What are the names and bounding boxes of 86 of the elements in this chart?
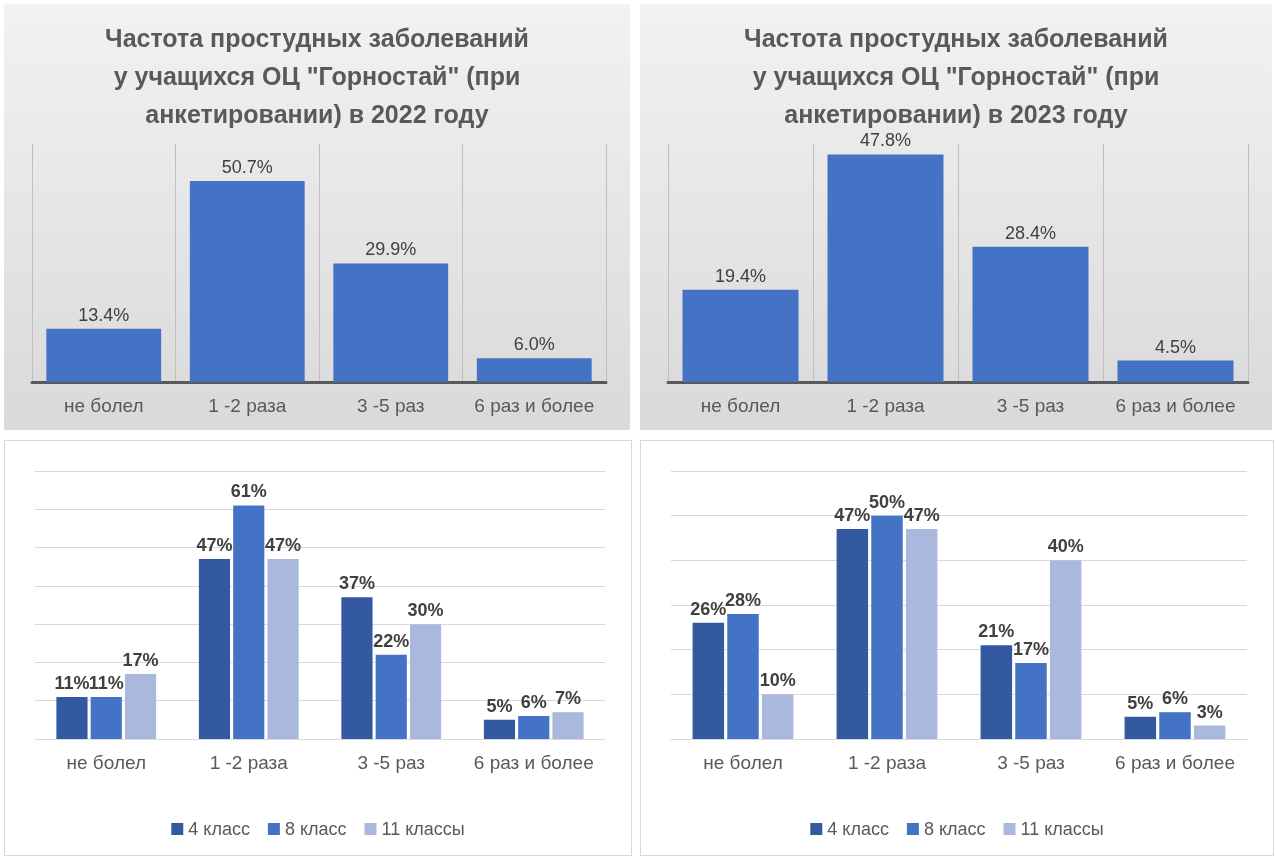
bar (409, 624, 442, 739)
x-tick-label: 3 -5 раз (997, 752, 1065, 773)
data-label: 6.0% (513, 334, 555, 355)
bar (518, 716, 550, 739)
x-tick-label: 1 -2 раза (847, 752, 927, 773)
x-tick-label: 3 -5 раз (996, 395, 1065, 416)
bar (267, 559, 299, 739)
x-tick-label: 6 раз и более (1115, 395, 1236, 416)
bar (233, 505, 265, 739)
data-label: 29.9% (365, 239, 417, 260)
data-label: 5% (486, 695, 513, 716)
data-label: 6% (1161, 688, 1189, 709)
bar (871, 515, 903, 739)
data-label: 47% (265, 535, 302, 556)
data-label: 19.4% (714, 265, 767, 286)
bar (1193, 725, 1226, 739)
bar (1117, 360, 1234, 382)
data-label: 11% (54, 672, 90, 693)
chart-title: Частота простудных заболеваний у учащихся ОЦ "Горностай" (при анкетировании) в 2023 году (744, 24, 1168, 128)
bar (1159, 712, 1191, 739)
bar (1015, 663, 1047, 739)
bar (972, 246, 1089, 382)
data-label: 30% (407, 600, 444, 621)
data-label: 5% (1127, 692, 1154, 713)
x-tick-label: 1 -2 раза (846, 395, 926, 416)
bar (46, 328, 162, 382)
legend-label: 8 класс (923, 819, 986, 839)
data-label: 4.5% (1154, 336, 1197, 357)
data-label: 22% (373, 630, 410, 651)
x-tick-label: 3 -5 раз (356, 395, 425, 416)
data-label: 17% (122, 649, 159, 670)
data-label: 50.7% (221, 156, 273, 177)
bar (189, 180, 305, 382)
bar (90, 696, 122, 739)
data-label: 13.4% (78, 304, 130, 325)
x-tick-label: не болел (700, 395, 781, 416)
bar (727, 613, 759, 739)
chart-title: Частота простудных заболеваний у учащихся ОЦ "Горностай" (при анкетировании) в 2022 году (105, 24, 529, 128)
bar (333, 263, 449, 382)
legend-label: 11 классы (1020, 819, 1104, 839)
bar (476, 358, 592, 382)
data-label: 61% (230, 481, 267, 502)
data-label: 11% (88, 672, 124, 693)
legend-label: 8 класс (284, 819, 347, 839)
data-label: 7% (555, 688, 582, 709)
bar (552, 712, 584, 739)
x-tick-label: 6 раз и более (473, 752, 594, 773)
x-tick-label: 6 раз и более (1115, 752, 1235, 773)
legend-label: 4 класс (188, 819, 250, 839)
legend-label: 11 классы (381, 819, 465, 839)
bar (827, 154, 944, 382)
x-tick-label: 6 раз и более (474, 395, 595, 416)
bar (1124, 716, 1157, 739)
x-tick-label: 1 -2 раза (208, 395, 287, 416)
data-label: 47% (834, 505, 871, 526)
bar (905, 529, 938, 739)
x-tick-label: 3 -5 раз (357, 752, 426, 773)
bar (56, 696, 88, 739)
data-label: 21% (978, 621, 1015, 642)
bar (124, 673, 157, 739)
data-label: 17% (1012, 639, 1050, 660)
bar (483, 719, 516, 739)
bar (836, 529, 869, 739)
bar (980, 645, 1013, 739)
data-label: 10% (759, 670, 796, 691)
bar (375, 654, 407, 739)
data-label: 40% (1047, 536, 1084, 557)
data-label: 28.4% (1004, 222, 1057, 243)
x-tick-label: не болел (703, 752, 783, 773)
bar (682, 289, 799, 382)
bar (341, 597, 373, 739)
data-label: 47% (196, 535, 233, 556)
bar (1049, 560, 1082, 739)
bar (692, 622, 725, 739)
data-label: 6% (520, 692, 547, 713)
x-tick-label: не болел (66, 752, 146, 773)
data-label: 3% (1196, 701, 1223, 722)
bar (198, 559, 231, 739)
x-tick-label: 1 -2 раза (209, 752, 289, 773)
x-tick-label: не болел (64, 395, 144, 416)
data-label: 47.8% (859, 130, 912, 151)
data-label: 37% (338, 573, 375, 594)
bar (761, 694, 794, 739)
data-label: 26% (690, 598, 727, 619)
legend-label: 4 класс (827, 819, 889, 839)
data-label: 50% (868, 491, 906, 512)
